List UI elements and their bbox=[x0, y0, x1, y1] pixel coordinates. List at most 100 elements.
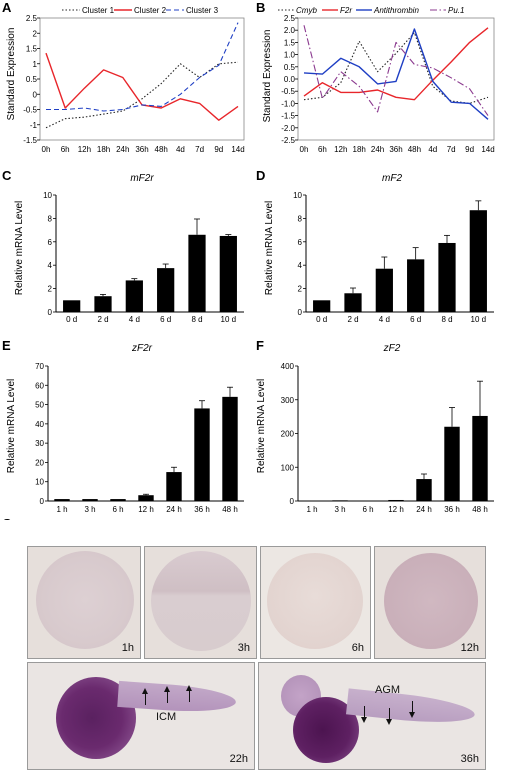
x-tick-label: 48h bbox=[155, 145, 168, 154]
y-tick-label: 200 bbox=[281, 430, 295, 439]
legend: Cmyb F2r Antithrombin Pu.1 bbox=[278, 6, 464, 15]
plot-frame bbox=[297, 17, 495, 141]
x-tick-label: 24 h bbox=[416, 505, 432, 514]
x-tick-label: 36 h bbox=[194, 505, 210, 514]
chart-d: mF2 Relative mRNA Level 0 2 4 6 8 10 0 d 2 d 4 d… bbox=[264, 173, 494, 324]
y-tick-label: 0 bbox=[48, 308, 53, 317]
bar bbox=[125, 280, 143, 312]
x-tick-label: 12 h bbox=[138, 505, 154, 514]
y-tick-label: 2.5 bbox=[26, 14, 38, 23]
x-tick-label: 14d bbox=[481, 145, 494, 154]
chart-e: zF2r Relative mRNA Level 0 10 20 30 40 50 60 70… bbox=[6, 343, 244, 514]
x-tick-label: 8 d bbox=[191, 315, 202, 324]
bar bbox=[63, 300, 81, 312]
stage-label: 36h bbox=[460, 753, 479, 765]
y-tick-label: 0.0 bbox=[284, 75, 296, 84]
stage-label: 3h bbox=[237, 642, 250, 654]
bar bbox=[166, 472, 182, 501]
series-line-antithrombin bbox=[303, 28, 489, 120]
panel-label-c: C bbox=[2, 168, 12, 183]
bar bbox=[219, 235, 237, 312]
bar bbox=[94, 296, 112, 312]
y-tick-label: 30 bbox=[35, 439, 44, 448]
x-tick-label: 7d bbox=[447, 145, 456, 154]
x-tick-label: 36 h bbox=[444, 505, 460, 514]
bar bbox=[416, 479, 432, 501]
panel-label-b: B bbox=[256, 0, 265, 15]
x-tick-label: 9d bbox=[214, 145, 223, 154]
y-tick-label: 400 bbox=[281, 362, 295, 371]
embryo-image-6h: 6h bbox=[260, 546, 371, 659]
x-tick-label: 2 d bbox=[97, 315, 108, 324]
y-tick-label: 300 bbox=[281, 396, 295, 405]
legend-label-antithrombin: Antithrombin bbox=[373, 6, 419, 15]
bar bbox=[157, 268, 175, 312]
x-tick-label: 4d bbox=[428, 145, 437, 154]
x-tick-label: 7d bbox=[195, 145, 204, 154]
y-tick-label: 0.5 bbox=[284, 63, 296, 72]
bar bbox=[438, 242, 456, 312]
x-tick-label: 48h bbox=[408, 145, 421, 154]
arrow-icon bbox=[361, 706, 367, 723]
bar bbox=[313, 300, 331, 312]
y-axis-label: Relative mRNA Level bbox=[6, 379, 17, 473]
x-tick-label: 12 h bbox=[388, 505, 404, 514]
y-tick-label: 10 bbox=[35, 478, 44, 487]
x-tick-label: 36h bbox=[389, 145, 402, 154]
embryo-shape bbox=[151, 551, 251, 651]
stage-label: 12h bbox=[460, 642, 479, 654]
chart-a: Standard Expression Cluster 1 Cluster 2 … bbox=[6, 6, 245, 154]
y-tick-label: 2 bbox=[33, 29, 38, 38]
series-line-cluster-1 bbox=[45, 61, 239, 129]
panel-label-e: E bbox=[2, 338, 11, 353]
y-tick-label: -1.0 bbox=[281, 99, 295, 108]
y-tick-label: 70 bbox=[35, 362, 44, 371]
bar bbox=[188, 234, 206, 312]
chart-title: mF2r bbox=[130, 173, 154, 184]
icm-annotation: ICM bbox=[156, 711, 177, 723]
x-tick-label: 0 d bbox=[66, 315, 77, 324]
y-axis-label: Standard Expression bbox=[6, 28, 17, 121]
x-tick-label: 9d bbox=[465, 145, 474, 154]
y-tick-label: 10 bbox=[293, 191, 302, 200]
bar bbox=[444, 426, 460, 501]
bar bbox=[222, 396, 238, 501]
x-tick-label: 48 h bbox=[472, 505, 488, 514]
chart-title: mF2 bbox=[382, 173, 402, 184]
y-tick-label: 0 bbox=[298, 308, 303, 317]
y-tick-label: 0.5 bbox=[26, 75, 38, 84]
x-tick-label: 8 d bbox=[441, 315, 452, 324]
x-tick-label: 4 d bbox=[129, 315, 140, 324]
x-tick-label: 6 h bbox=[362, 505, 373, 514]
arrow-icon bbox=[164, 686, 170, 703]
embryo-image-36h: AGM 36h bbox=[258, 662, 486, 770]
y-tick-label: 40 bbox=[35, 420, 44, 429]
embryo-image-22h: ICM 22h bbox=[27, 662, 255, 770]
y-tick-label: -0.5 bbox=[23, 106, 37, 115]
y-tick-label: 6 bbox=[298, 238, 303, 247]
panel-label-d: D bbox=[256, 168, 265, 183]
y-tick-label: 1 bbox=[33, 60, 38, 69]
x-tick-label: 4 d bbox=[379, 315, 390, 324]
stage-label: 22h bbox=[229, 753, 248, 765]
y-tick-label: 4 bbox=[298, 261, 303, 270]
y-tick-label: 1.0 bbox=[284, 51, 296, 60]
x-tick-label: 3 h bbox=[84, 505, 95, 514]
y-axis-label: Relative mRNA Level bbox=[256, 379, 267, 473]
y-tick-label: 2 bbox=[48, 285, 53, 294]
arrow-icon bbox=[386, 708, 392, 725]
plot-frame bbox=[39, 17, 245, 141]
chart-b: Standard Expression Cmyb F2r Antithrombi… bbox=[262, 6, 495, 154]
y-tick-label: -0.5 bbox=[281, 87, 295, 96]
x-tick-label: 1 h bbox=[306, 505, 317, 514]
series-line-f2r bbox=[303, 27, 489, 101]
x-tick-label: 6h bbox=[318, 145, 327, 154]
x-tick-label: 14d bbox=[231, 145, 244, 154]
series-line-cmyb bbox=[303, 32, 489, 104]
legend-label-cluster-1: Cluster 1 bbox=[82, 6, 115, 15]
chart-c: mF2r Relative mRNA Level 0 2 4 6 8 10 0 d 2 d 4 … bbox=[14, 173, 244, 324]
y-tick-label: -2.0 bbox=[281, 124, 295, 133]
y-tick-label: 1.5 bbox=[26, 45, 38, 54]
series-line-cluster-3 bbox=[46, 22, 239, 112]
embryo-image-3h: 3h bbox=[144, 546, 257, 659]
